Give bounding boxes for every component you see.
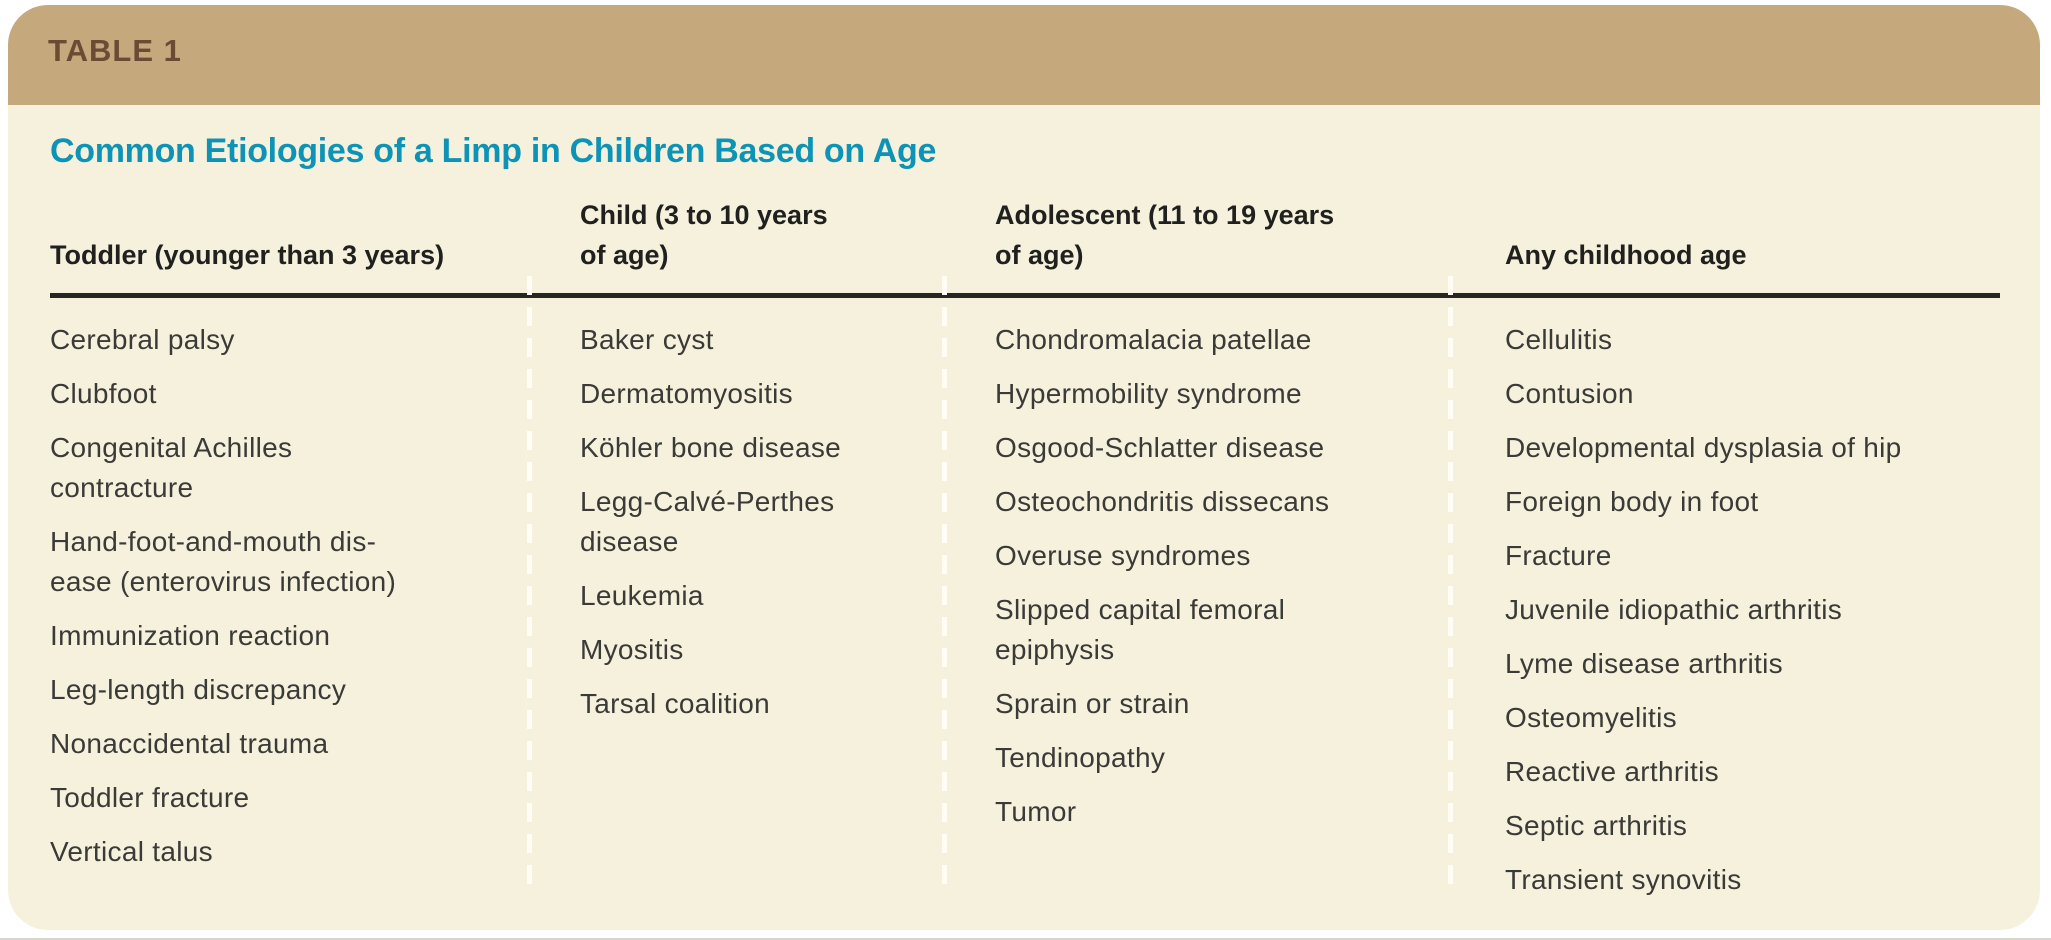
list-item: Hand-foot-and-mouth dis- ease (enterovir… [50, 526, 397, 597]
list-item: Reactive arthritis [1505, 756, 1719, 787]
table-body-background [8, 105, 2040, 930]
list-item: Immunization reaction [50, 620, 331, 651]
list-item: Cerebral palsy [50, 324, 235, 355]
list-item: Toddler fracture [50, 782, 250, 813]
list-item: Hypermobility syndrome [995, 378, 1302, 409]
column-items-toddler: Cerebral palsy Clubfoot Congenital Achille… [50, 320, 522, 886]
list-item: Tumor [995, 796, 1077, 827]
table-card: TABLE 1 Common Etiologies of a Limp in C… [8, 5, 2040, 930]
list-item: Developmental dysplasia of hip [1505, 432, 1902, 463]
list-item: Foreign body in foot [1505, 486, 1759, 517]
list-item: Juvenile idiopathic arthritis [1505, 594, 1843, 625]
list-item: Overuse syndromes [995, 540, 1251, 571]
column-divider [942, 276, 947, 889]
column-items-adolescent: Chondromalacia patellae Hypermobility syn… [995, 320, 1440, 846]
column-header-child: Child (3 to 10 years of age) [580, 200, 828, 270]
list-item: Clubfoot [50, 378, 157, 409]
column-items-any-age: Cellulitis Contusion Developmental dysplas… [1505, 320, 2025, 914]
list-item: Osteochondritis dissecans [995, 486, 1330, 517]
list-item: Myositis [580, 634, 684, 665]
column-divider [527, 276, 532, 889]
list-item: Dermatomyositis [580, 378, 793, 409]
list-item: Baker cyst [580, 324, 714, 355]
list-item: Tendinopathy [995, 742, 1166, 773]
list-item: Leukemia [580, 580, 704, 611]
column-divider [1448, 276, 1453, 889]
table-header-band [8, 5, 2040, 105]
list-item: Tarsal coalition [580, 688, 770, 719]
table-number-label: TABLE 1 [48, 33, 182, 68]
list-item: Köhler bone disease [580, 432, 841, 463]
list-item: Lyme disease arthritis [1505, 648, 1783, 679]
column-header-any-age: Any childhood age [1505, 240, 1747, 270]
list-item: Osgood-Schlatter disease [995, 432, 1325, 463]
column-header-toddler: Toddler (younger than 3 years) [50, 240, 445, 270]
list-item: Transient synovitis [1505, 864, 1742, 895]
list-item: Leg-length discrepancy [50, 674, 347, 705]
column-header-adolescent: Adolescent (11 to 19 years of age) [995, 200, 1335, 270]
list-item: Fracture [1505, 540, 1612, 571]
list-item: Slipped capital femoral epiphysis [995, 594, 1286, 665]
column-items-child: Baker cyst Dermatomyositis Köhler bone dis… [580, 320, 930, 738]
table-title: Common Etiologies of a Limp in Children … [50, 132, 937, 170]
list-item: Septic arthritis [1505, 810, 1688, 841]
page-bottom-edge [0, 938, 2051, 940]
list-item: Vertical talus [50, 836, 213, 867]
list-item: Legg-Calvé-Perthes disease [580, 486, 835, 557]
list-item: Nonaccidental trauma [50, 728, 329, 759]
list-item: Sprain or strain [995, 688, 1190, 719]
list-item: Cellulitis [1505, 324, 1613, 355]
header-rule [50, 293, 2000, 298]
list-item: Osteomyelitis [1505, 702, 1677, 733]
list-item: Congenital Achilles contracture [50, 432, 293, 503]
list-item: Contusion [1505, 378, 1634, 409]
list-item: Chondromalacia patellae [995, 324, 1312, 355]
